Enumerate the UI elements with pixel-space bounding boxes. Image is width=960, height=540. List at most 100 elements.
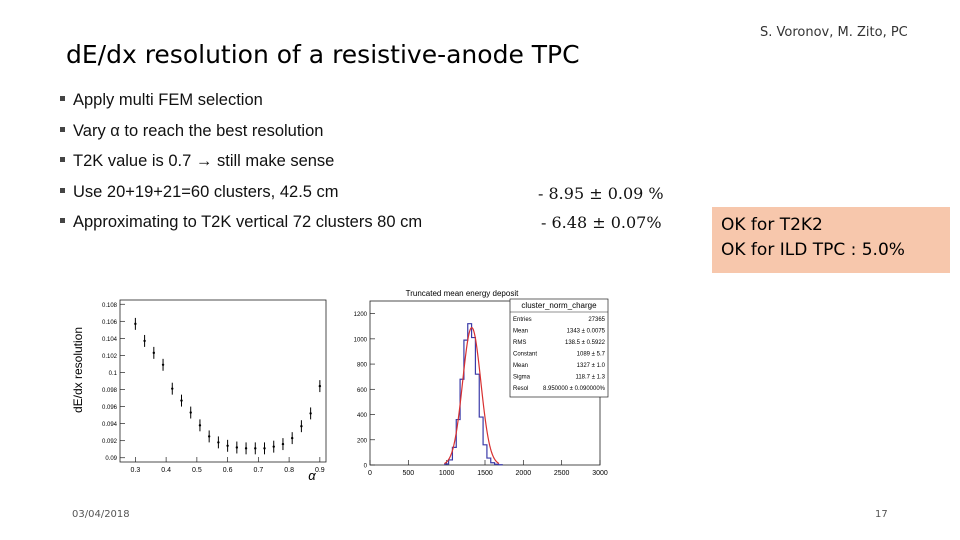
stats-row-label: Mean	[513, 363, 528, 369]
bullet-text: T2K value is 0.7 → still make sense	[73, 152, 335, 170]
y-tick-label: 0.094	[102, 422, 118, 428]
data-point	[189, 411, 192, 414]
x-tick-label: 0.3	[131, 467, 141, 474]
footer-date: 03/04/2018	[72, 509, 130, 520]
axis-ticks: 0.3 0.4 0.5 0.6 0.7 0.8 0.9 0.09 0.092 0.094 0.096…	[102, 303, 325, 474]
stats-row-label: Resol	[513, 386, 528, 392]
y-tick-label: 400	[357, 413, 368, 419]
data-point	[235, 446, 239, 449]
authors: S. Voronov, M. Zito, PC	[760, 25, 908, 40]
data-point	[318, 384, 322, 388]
y-tick-label: 0.104	[102, 337, 118, 343]
stats-row-value: 138.5 ± 0.5922	[565, 340, 606, 346]
x-tick-label: 2000	[516, 470, 532, 477]
data-point	[263, 447, 266, 450]
data-point	[198, 424, 202, 427]
x-tick-label: 0.6	[223, 467, 233, 474]
energy-deposit-histogram: Truncated mean energy deposit 0 500 1000 15…	[354, 289, 609, 477]
bullet-marker	[60, 96, 65, 102]
y-tick-label: 0.1	[109, 371, 118, 377]
bullet-marker	[60, 218, 65, 224]
stats-row-label: Sigma	[513, 375, 531, 381]
bullet-item: Apply multi FEM selection	[60, 91, 263, 110]
data-point	[300, 424, 303, 428]
data-point	[180, 399, 183, 402]
bullet-item: Use 20+19+21=60 clusters, 42.5 cm	[60, 183, 339, 202]
bullet-text: Vary α to reach the best resolution	[73, 122, 324, 140]
page-number: 17	[875, 509, 888, 520]
x-tick-label: 1500	[477, 470, 493, 477]
bullet-text: Apply multi FEM selection	[73, 91, 263, 109]
bullet-item: T2K value is 0.7 → still make sense	[60, 152, 334, 171]
stats-row-label: Entries	[513, 317, 532, 323]
data-point	[226, 444, 229, 447]
result-value: - 6.48 ± 0.07%	[541, 213, 662, 232]
y-tick-label: 0.098	[102, 388, 118, 394]
data-point	[171, 387, 174, 390]
stats-box-name: cluster_norm_charge	[521, 301, 597, 310]
callout-line: OK for ILD TPC : 5.0%	[721, 240, 905, 260]
callout-box: OK for T2K2 OK for ILD TPC : 5.0%	[712, 207, 950, 273]
bullet-text: Approximating to T2K vertical 72 cluster…	[73, 213, 423, 231]
data-points	[134, 317, 322, 455]
bullet-marker	[60, 188, 65, 194]
bullet-text: Use 20+19+21=60 clusters, 42.5 cm	[73, 183, 339, 201]
x-tick-label: 2500	[554, 470, 570, 477]
x-tick-label: 0.4	[161, 467, 171, 474]
bullet-marker	[60, 127, 65, 133]
y-tick-label: 0.108	[102, 303, 118, 309]
stats-row-value: 118.7 ± 1.3	[575, 375, 605, 381]
data-point	[281, 442, 285, 446]
stats-row-value: 27365	[588, 317, 605, 323]
data-point	[161, 363, 165, 366]
resolution-vs-alpha-chart: dE/dx resolution 0.3 0.4 0.5 0.6 0.7 0.8 0.90.…	[71, 299, 327, 483]
y-tick-label: 200	[357, 438, 368, 444]
data-point	[254, 447, 257, 450]
x-axis-label: α	[308, 468, 316, 483]
data-point	[134, 322, 137, 326]
y-axis-label: dE/dx resolution	[71, 327, 85, 413]
gaussian-fit-line	[444, 327, 500, 464]
data-point	[272, 445, 275, 448]
data-point	[290, 436, 294, 440]
y-tick-label: 0.096	[102, 405, 118, 411]
bullet-marker	[60, 157, 65, 163]
plot-frame	[119, 299, 327, 463]
y-tick-label: 600	[357, 388, 368, 394]
x-tick-label: 0	[368, 470, 372, 477]
stats-row-value: 8.950000 ± 0.090000%	[543, 386, 606, 392]
y-tick-label: 0	[364, 464, 368, 470]
x-tick-label: 1000	[439, 470, 455, 477]
stats-row-label: Mean	[513, 329, 528, 335]
axis-ticks: 0 500 1000 1500 2000 2500 3000 0 200 400 600 800 100…	[354, 312, 608, 477]
y-tick-label: 1200	[354, 312, 368, 318]
stats-row-label: Constant	[513, 352, 537, 358]
callout-line: OK for T2K2	[721, 215, 823, 235]
x-tick-label: 0.9	[315, 467, 325, 474]
data-point	[152, 351, 156, 355]
y-tick-label: 0.102	[102, 354, 118, 360]
stats-box: cluster_norm_charge Entries 27365 Mean 1343…	[509, 298, 609, 398]
stats-row-value: 1343 ± 0.0075	[567, 329, 606, 335]
bullet-item: Vary α to reach the best resolution	[60, 122, 323, 141]
stats-row-value: 1089 ± 5.7	[577, 352, 606, 358]
y-tick-label: 0.092	[102, 439, 118, 445]
x-tick-label: 500	[402, 470, 414, 477]
x-tick-label: 0.7	[253, 467, 263, 474]
stats-row-value: 1327 ± 1.0	[577, 363, 606, 369]
x-tick-label: 0.5	[192, 467, 202, 474]
data-point	[244, 447, 248, 450]
data-point	[309, 412, 312, 415]
data-point	[143, 339, 146, 343]
page-title: dE/dx resolution of a resistive-anode TP…	[66, 40, 580, 69]
chart-title: Truncated mean energy deposit	[406, 289, 519, 298]
bullet-item: Approximating to T2K vertical 72 cluster…	[60, 213, 422, 232]
y-tick-label: 800	[357, 363, 368, 369]
data-point	[207, 435, 211, 438]
data-point	[217, 441, 220, 444]
x-tick-label: 0.8	[284, 467, 294, 474]
x-tick-label: 3000	[592, 470, 608, 477]
stats-row-label: RMS	[513, 340, 526, 346]
histogram-line	[444, 323, 503, 466]
y-tick-label: 0.09	[105, 456, 117, 462]
